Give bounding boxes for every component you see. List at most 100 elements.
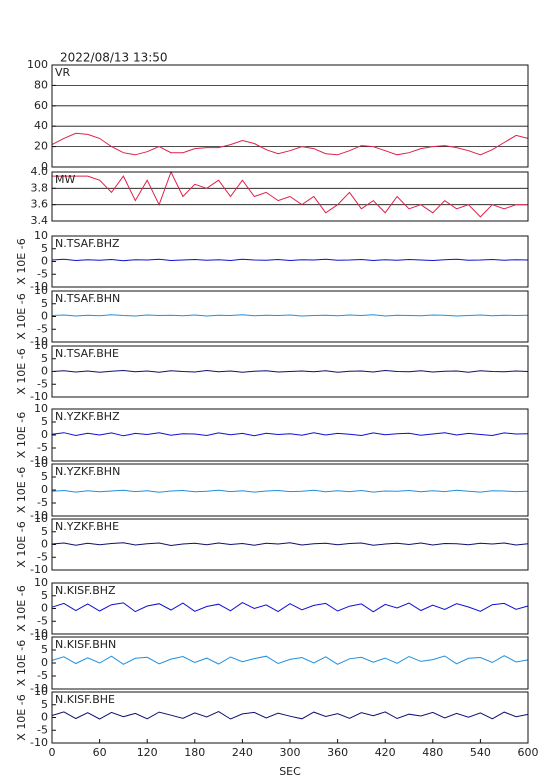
x-tick-label: 0 (49, 746, 56, 759)
series-line (51, 314, 529, 317)
panel-frame (51, 463, 529, 517)
y-axis-label: X 10E -6 (15, 412, 28, 458)
y-tick-label: 100 (27, 58, 48, 71)
series-line (51, 542, 529, 547)
y-tick-label: 10 (34, 339, 48, 352)
y-tick-label: -10 (30, 563, 48, 576)
series-line (51, 132, 529, 156)
y-tick-label: 0 (41, 483, 48, 496)
y-tick-label: 5 (41, 643, 48, 656)
x-tick-label: 60 (93, 746, 107, 759)
y-tick-label: 10 (34, 457, 48, 470)
series-line (51, 258, 529, 262)
x-tick-label: 540 (470, 746, 491, 759)
panel-frame (51, 408, 529, 462)
y-axis-label: X 10E -6 (15, 238, 28, 284)
series-line (51, 711, 529, 720)
y-tick-label: 10 (34, 685, 48, 698)
y-tick-label: 0 (41, 428, 48, 441)
series-line (51, 489, 529, 493)
panel-label: N.TSAF.BHN (55, 292, 120, 305)
y-tick-label: 10 (34, 576, 48, 589)
y-tick-label: 0 (41, 656, 48, 669)
y-tick-label: -10 (30, 390, 48, 403)
panel-label: N.YZKF.BHN (55, 465, 120, 478)
y-axis-label: X 10E -6 (15, 293, 28, 339)
x-tick-label: 420 (375, 746, 396, 759)
panel-frame (51, 171, 529, 222)
x-tick-label: 300 (280, 746, 301, 759)
y-tick-label: 3.4 (31, 214, 49, 227)
y-tick-label: -10 (30, 335, 48, 348)
series-line (51, 369, 529, 373)
y-tick-label: 5 (41, 297, 48, 310)
y-axis-label: X 10E -6 (15, 585, 28, 631)
y-tick-label: -5 (37, 723, 48, 736)
y-tick-label: 0 (41, 602, 48, 615)
y-tick-label: 5 (41, 698, 48, 711)
y-tick-label: 10 (34, 402, 48, 415)
panel-frame (51, 636, 529, 690)
y-tick-label: -5 (37, 267, 48, 280)
y-axis-label: X 10E -6 (15, 521, 28, 567)
chart-title: 2022/08/13 13:50 (60, 51, 168, 65)
series-line (51, 655, 529, 665)
x-tick-label: 480 (422, 746, 443, 759)
panel-label: N.YZKF.BHE (55, 520, 119, 533)
x-tick-label: 360 (327, 746, 348, 759)
panel-frame (51, 64, 529, 168)
y-tick-label: 10 (34, 284, 48, 297)
y-tick-label: 5 (41, 352, 48, 365)
x-tick-label: 240 (232, 746, 253, 759)
y-tick-label: 80 (34, 78, 48, 91)
y-tick-label: 5 (41, 589, 48, 602)
y-axis-label: X 10E -6 (15, 467, 28, 513)
y-tick-label: 5 (41, 525, 48, 538)
y-tick-label: -5 (37, 377, 48, 390)
x-tick-label: 180 (184, 746, 205, 759)
y-tick-label: 0 (41, 310, 48, 323)
y-tick-label: 4.0 (31, 165, 49, 178)
x-tick-label: 600 (518, 746, 539, 759)
panel-label: N.TSAF.BHZ (55, 237, 120, 250)
y-tick-label: -5 (37, 550, 48, 563)
panel-label: VR (55, 66, 71, 79)
x-tick-label: 120 (137, 746, 158, 759)
y-tick-label: 0 (41, 538, 48, 551)
y-tick-label: 5 (41, 470, 48, 483)
y-tick-label: -10 (30, 509, 48, 522)
panel-frame (51, 235, 529, 288)
y-tick-label: -5 (37, 669, 48, 682)
y-tick-label: 0 (41, 711, 48, 724)
y-tick-label: -5 (37, 322, 48, 335)
y-tick-label: 0 (41, 365, 48, 378)
panel-frame (51, 691, 529, 744)
y-tick-label: 5 (41, 242, 48, 255)
y-tick-label: 0 (41, 160, 48, 173)
panel-frame (51, 345, 529, 398)
panel-frame (51, 518, 529, 571)
x-axis-label: SEC (279, 765, 301, 778)
panel-frame (51, 582, 529, 635)
panel-label: N.KISF.BHN (55, 638, 116, 651)
y-tick-label: 40 (34, 119, 48, 132)
y-tick-label: 3.6 (31, 198, 49, 211)
y-tick-label: -10 (30, 454, 48, 467)
y-tick-label: 10 (34, 630, 48, 643)
y-tick-label: -5 (37, 614, 48, 627)
panel-frame (51, 290, 529, 343)
panel-label: N.YZKF.BHZ (55, 410, 120, 423)
series-line (51, 432, 529, 437)
y-tick-label: 60 (34, 99, 48, 112)
y-tick-label: -10 (30, 736, 48, 749)
panel-label: MW (55, 173, 75, 186)
y-tick-label: 5 (41, 415, 48, 428)
series-line (51, 602, 529, 613)
series-line (52, 170, 528, 218)
y-axis-label: X 10E -6 (15, 348, 28, 394)
y-tick-label: -5 (37, 496, 48, 509)
y-tick-label: -5 (37, 441, 48, 454)
y-tick-label: 10 (34, 512, 48, 525)
panel-label: N.KISF.BHZ (55, 584, 116, 597)
